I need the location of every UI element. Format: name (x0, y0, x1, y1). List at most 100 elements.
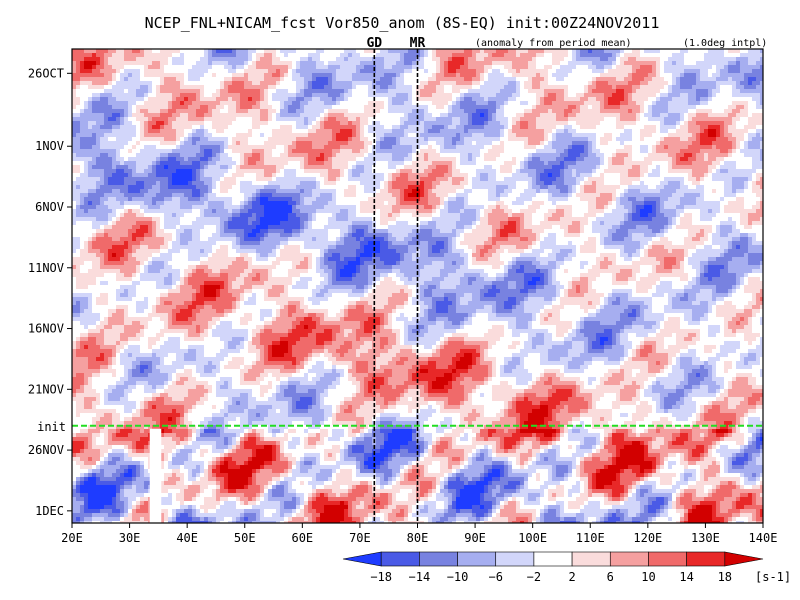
field-cell (640, 89, 644, 93)
field-cell (448, 145, 452, 149)
field-cell (116, 165, 120, 169)
field-cell (468, 105, 472, 109)
field-cell (428, 89, 432, 93)
field-cell (504, 161, 508, 165)
field-cell (132, 133, 136, 137)
field-cell (316, 129, 320, 133)
field-cell (464, 65, 468, 69)
field-cell (368, 89, 372, 93)
field-cell (692, 125, 696, 129)
field-cell (588, 65, 592, 69)
field-cell (432, 185, 436, 189)
field-cell (380, 65, 384, 69)
field-cell (332, 113, 336, 117)
field-cell (148, 73, 152, 77)
field-cell (628, 65, 632, 69)
field-cell (204, 165, 208, 169)
field-cell (612, 97, 616, 101)
field-cell (352, 57, 356, 61)
field-cell (684, 89, 688, 93)
field-cell (360, 129, 364, 133)
field-cell (648, 93, 652, 97)
field-cell (196, 189, 200, 193)
field-cell (104, 129, 108, 133)
field-cell (368, 181, 372, 185)
field-cell (576, 105, 580, 109)
field-cell (420, 157, 424, 161)
field-cell (148, 177, 152, 181)
field-cell (116, 89, 120, 93)
field-cell (548, 161, 552, 165)
field-cell (740, 73, 744, 77)
field-cell (288, 109, 292, 113)
field-cell (136, 153, 140, 157)
field-cell (560, 85, 564, 89)
field-cell (712, 113, 716, 117)
field-cell (472, 161, 476, 165)
field-cell (176, 125, 180, 129)
field-cell (704, 69, 708, 73)
field-cell (560, 153, 564, 157)
field-cell (148, 173, 152, 177)
field-cell (696, 97, 700, 101)
field-cell (96, 137, 100, 141)
field-cell (480, 121, 484, 125)
field-cell (484, 169, 488, 173)
field-cell (388, 149, 392, 153)
field-cell (676, 65, 680, 69)
field-cell (96, 121, 100, 125)
field-cell (688, 93, 692, 97)
field-cell (308, 153, 312, 157)
field-cell (532, 129, 536, 133)
field-cell (596, 93, 600, 97)
field-cell (672, 61, 676, 65)
field-cell (424, 189, 428, 193)
field-cell (468, 73, 472, 77)
field-cell (276, 73, 280, 77)
field-cell (348, 53, 352, 57)
field-cell (432, 81, 436, 85)
field-cell (148, 61, 152, 65)
field-cell (708, 141, 712, 145)
field-cell (192, 173, 196, 177)
field-cell (692, 153, 696, 157)
field-cell (132, 93, 136, 97)
field-cell (744, 173, 748, 177)
field-cell (672, 181, 676, 185)
field-cell (604, 97, 608, 101)
field-cell (320, 173, 324, 177)
field-cell (748, 137, 752, 141)
field-cell (184, 153, 188, 157)
field-cell (480, 93, 484, 97)
field-cell (684, 73, 688, 77)
field-cell (448, 77, 452, 81)
field-cell (612, 81, 616, 85)
field-cell (328, 125, 332, 129)
field-cell (148, 165, 152, 169)
field-cell (92, 57, 96, 61)
field-cell (616, 69, 620, 73)
field-cell (564, 129, 568, 133)
field-cell (108, 97, 112, 101)
field-cell (708, 161, 712, 165)
field-cell (308, 185, 312, 189)
field-cell (644, 157, 648, 161)
field-cell (76, 181, 80, 185)
field-cell (596, 49, 600, 53)
field-cell (92, 129, 96, 133)
field-cell (496, 73, 500, 77)
field-cell (600, 93, 604, 97)
field-cell (364, 145, 368, 149)
field-cell (200, 105, 204, 109)
field-cell (628, 81, 632, 85)
field-cell (204, 185, 208, 189)
field-cell (588, 85, 592, 89)
field-cell (536, 109, 540, 113)
field-cell (512, 125, 516, 129)
field-cell (224, 97, 228, 101)
field-cell (604, 169, 608, 173)
field-cell (736, 129, 740, 133)
field-cell (548, 101, 552, 105)
field-cell (460, 173, 464, 177)
field-cell (684, 137, 688, 141)
